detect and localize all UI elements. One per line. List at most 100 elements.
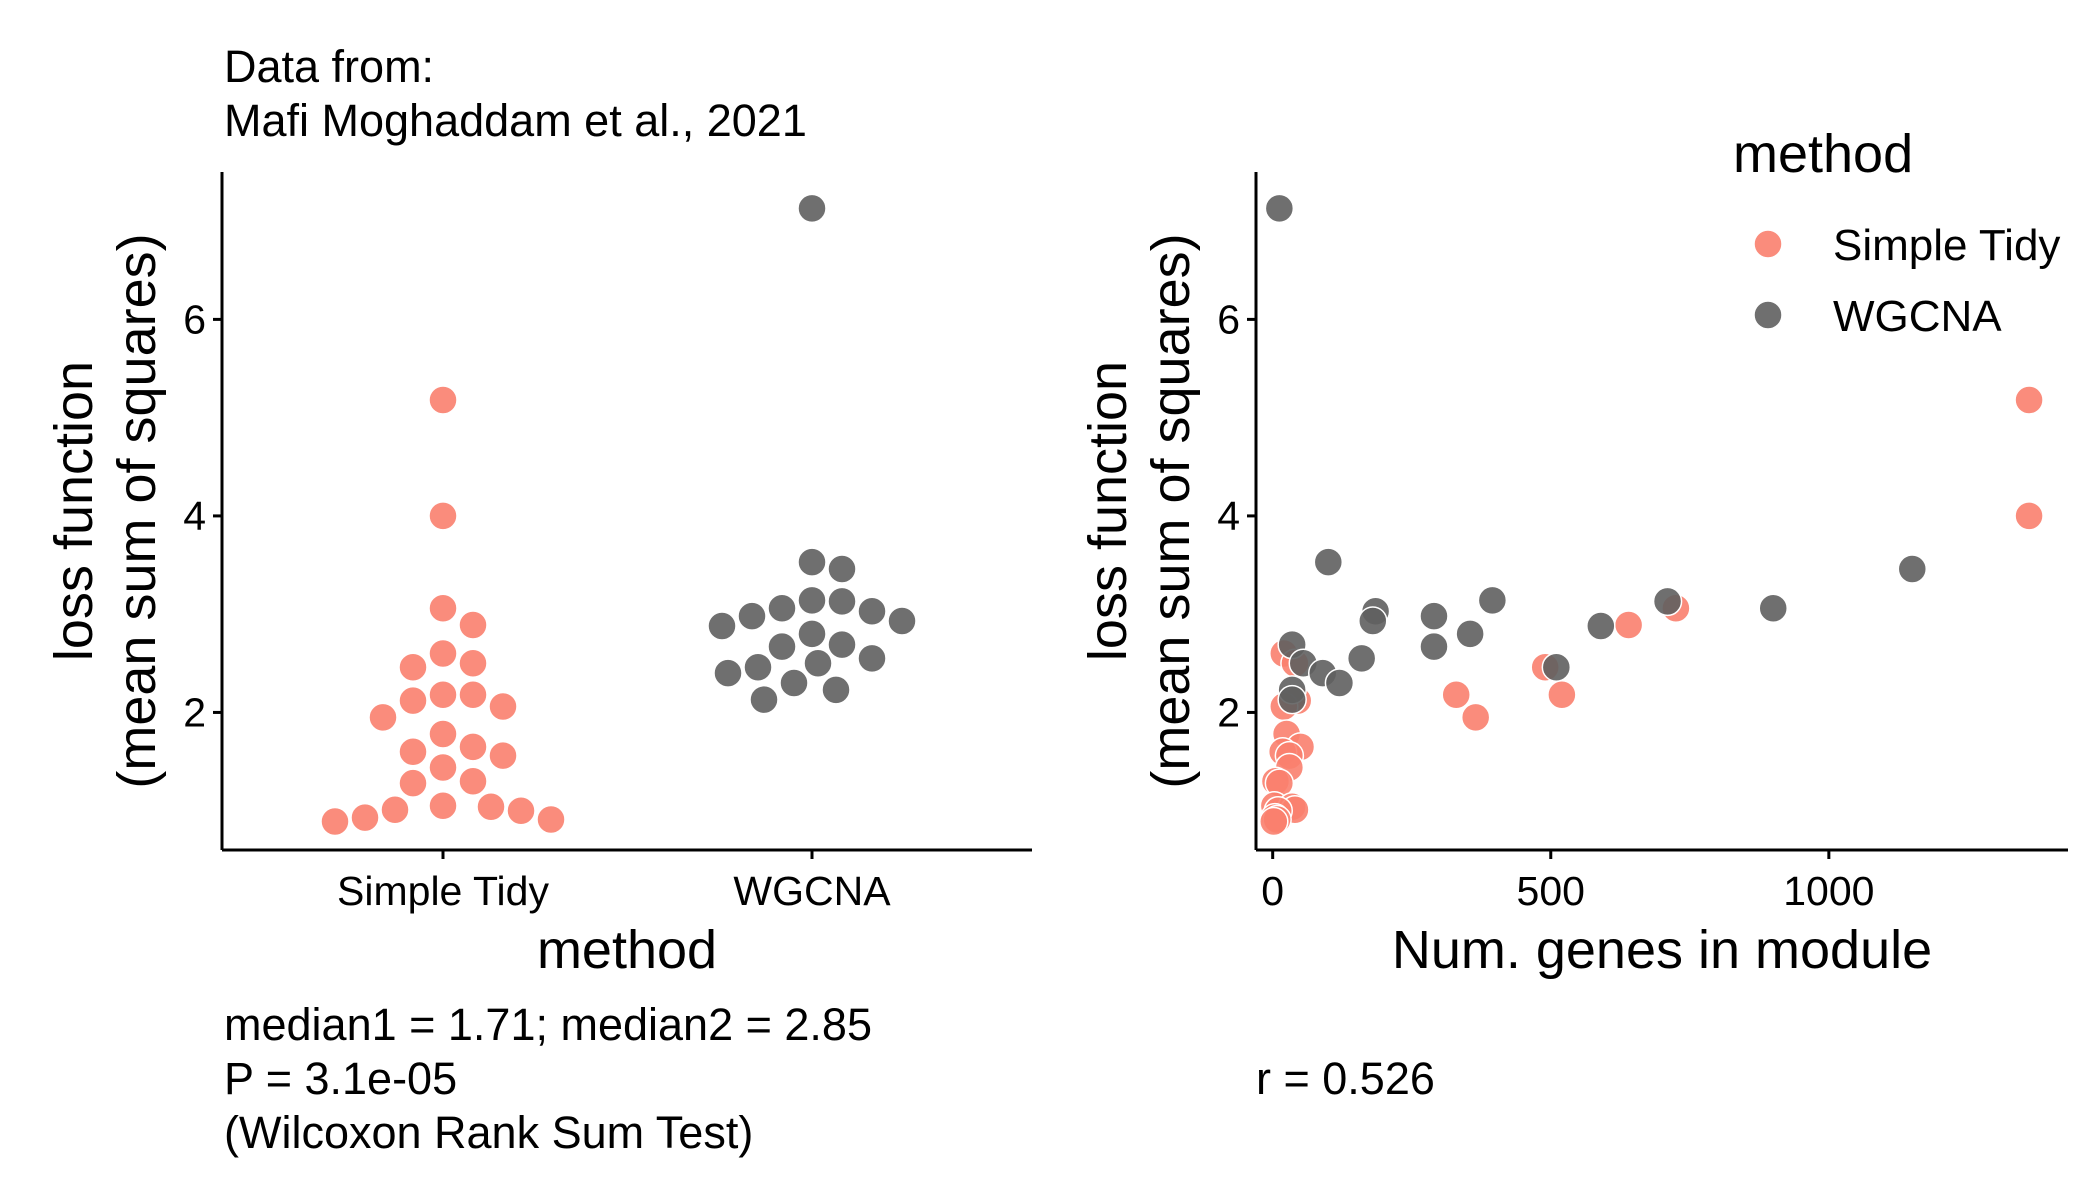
panel2-point-wgcna-4	[1652, 586, 1683, 617]
panel1-point-wgcna-2	[827, 554, 857, 584]
panel1-y-tick-label-2: 2	[183, 689, 206, 735]
panel2-point-wgcna-19	[1277, 684, 1307, 715]
panel1-y-tick-label-4: 4	[183, 493, 206, 539]
panel1-point-simple-tidy-15	[488, 740, 518, 771]
panel1-point-simple-tidy-17	[458, 766, 488, 796]
panel1-point-simple-tidy-13	[458, 732, 488, 762]
panel2-point-wgcna-7	[1419, 601, 1449, 631]
panel2-point-wgcna-9	[1586, 611, 1616, 641]
panel1-point-wgcna-15	[743, 652, 773, 682]
panel1-point-simple-tidy-12	[428, 719, 458, 749]
panel1-point-simple-tidy-22	[506, 795, 536, 826]
panel1-annotation-line-1: median1 = 1.71; median2 = 2.85	[224, 999, 872, 1050]
panel1-x-tick-label-simple-tidy: Simple Tidy	[337, 868, 549, 914]
panel2-point-wgcna-3	[1477, 585, 1508, 616]
legend-label-simple-tidy: Simple Tidy	[1833, 221, 2060, 270]
panel2-point-wgcna-10	[1455, 619, 1485, 649]
panel1-y-axis-title-line-2: (mean sum of squares)	[107, 233, 167, 788]
panel2-x-tick-label-1000: 1000	[1783, 868, 1874, 914]
panel1-point-simple-tidy-10	[488, 691, 518, 722]
panel1-point-simple-tidy-0	[428, 385, 458, 415]
panel2-point-wgcna-15	[1541, 652, 1572, 682]
panel2-point-wgcna-8	[1358, 606, 1388, 636]
panel1-point-simple-tidy-7	[428, 679, 458, 710]
legend-key-simple-tidy	[1753, 229, 1783, 259]
panel1-point-simple-tidy-8	[458, 679, 488, 710]
panel1-point-wgcna-0	[797, 193, 827, 224]
panel1-y-axis-title-line-1: loss function	[44, 361, 104, 661]
panel1-point-wgcna-14	[803, 648, 833, 679]
panel-method-comparison: Data from: Mafi Moghaddam et al., 2021 2…	[44, 41, 1032, 1158]
panel1-point-simple-tidy-14	[398, 736, 428, 767]
panel2-point-wgcna-5	[1758, 593, 1788, 624]
panel2-point-simple-tidy-25	[1259, 806, 1289, 837]
panel1-point-wgcna-12	[767, 631, 797, 662]
panel1-point-simple-tidy-9	[398, 685, 428, 716]
panel1-point-wgcna-8	[887, 606, 917, 636]
panel1-point-wgcna-3	[797, 585, 827, 616]
panel1-point-simple-tidy-1	[428, 501, 458, 531]
panel1-point-simple-tidy-23	[350, 802, 380, 833]
panel-size-correlation: 2 4 6 0 500 1000 loss function (mean sum of …	[1078, 124, 2068, 1104]
panel1-point-wgcna-7	[737, 601, 767, 631]
panel2-y-tick-label-6: 6	[1217, 296, 1240, 342]
panel1-point-wgcna-10	[797, 619, 827, 649]
panel1-points	[320, 193, 917, 837]
legend-label-wgcna: WGCNA	[1833, 292, 2002, 341]
panel1-point-simple-tidy-4	[428, 638, 458, 669]
panel2-point-wgcna-0	[1264, 193, 1295, 224]
panel1-point-wgcna-1	[797, 547, 827, 577]
panel2-point-wgcna-12	[1419, 631, 1449, 662]
panel2-x-axis-title: Num. genes in module	[1392, 920, 1932, 980]
panel1-point-wgcna-4	[827, 586, 857, 617]
panel2-y-ticks: 2 4 6	[1217, 296, 1256, 735]
legend: method Simple Tidy WGCNA	[1733, 124, 2060, 341]
panel2-point-simple-tidy-0	[2014, 385, 2044, 415]
panel2-point-simple-tidy-3	[1613, 610, 1644, 640]
panel1-point-wgcna-13	[857, 643, 887, 674]
panel2-point-wgcna-1	[1313, 547, 1344, 577]
panel2-y-axis-title-line-2: (mean sum of squares)	[1141, 233, 1201, 788]
panel2-point-wgcna-2	[1897, 554, 1928, 584]
panel1-y-ticks: 2 4 6	[183, 296, 222, 735]
panel2-point-wgcna-17	[1324, 668, 1355, 698]
panel2-x-tick-label-500: 500	[1517, 868, 1585, 914]
panel1-point-simple-tidy-24	[536, 804, 566, 835]
panel1-x-tick-label-wgcna: WGCNA	[733, 868, 891, 914]
panel1-annotation-line-3: (Wilcoxon Rank Sum Test)	[224, 1107, 753, 1158]
panel1-point-simple-tidy-11	[368, 702, 398, 733]
panel2-point-simple-tidy-11	[1460, 702, 1491, 733]
panel2-y-tick-label-2: 2	[1217, 689, 1240, 735]
panel1-point-simple-tidy-21	[380, 794, 410, 825]
panel1-point-simple-tidy-2	[428, 593, 458, 624]
panel2-point-simple-tidy-7	[1441, 679, 1471, 710]
panel1-point-simple-tidy-5	[458, 648, 488, 679]
panel1-point-wgcna-6	[857, 596, 887, 626]
panel2-x-tick-label-0: 0	[1261, 868, 1284, 914]
panel2-point-simple-tidy-1	[2014, 501, 2044, 531]
panel2-y-tick-label-4: 4	[1217, 493, 1240, 539]
panel1-point-wgcna-16	[713, 658, 743, 688]
panel1-point-simple-tidy-16	[428, 752, 458, 783]
panel1-point-wgcna-19	[749, 684, 779, 715]
panel1-point-simple-tidy-18	[398, 768, 428, 798]
legend-key-wgcna	[1753, 300, 1783, 330]
panel1-point-simple-tidy-25	[320, 806, 350, 837]
panel1-point-wgcna-17	[779, 668, 809, 698]
panel1-point-simple-tidy-6	[398, 652, 428, 682]
panel1-y-tick-label-6: 6	[183, 296, 206, 342]
panel1-point-wgcna-11	[827, 629, 857, 660]
panel1-x-axis-title: method	[537, 920, 717, 980]
panel2-y-axis-title-line-1: loss function	[1078, 361, 1138, 661]
panel2-x-ticks: 0 500 1000	[1261, 850, 1874, 914]
panel1-point-simple-tidy-3	[458, 610, 488, 640]
panel2-point-simple-tidy-8	[1547, 679, 1577, 710]
legend-title: method	[1733, 124, 1913, 184]
panel1-point-simple-tidy-19	[428, 791, 458, 821]
panel1-point-wgcna-9	[707, 611, 737, 641]
panel1-annotation-line-2: P = 3.1e-05	[224, 1053, 457, 1104]
panel1-title-line-2: Mafi Moghaddam et al., 2021	[224, 95, 807, 146]
panel1-point-wgcna-5	[767, 593, 797, 624]
panel2-points	[1259, 193, 2044, 837]
